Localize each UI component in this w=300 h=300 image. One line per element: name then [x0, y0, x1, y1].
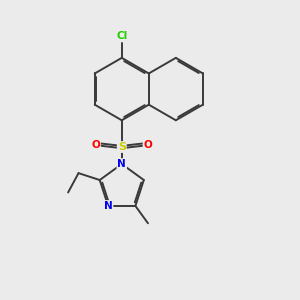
- Text: Cl: Cl: [116, 32, 128, 41]
- Text: S: S: [118, 142, 126, 152]
- Text: O: O: [143, 140, 152, 150]
- Text: N: N: [104, 201, 112, 211]
- Text: N: N: [117, 159, 126, 169]
- Text: O: O: [91, 140, 100, 150]
